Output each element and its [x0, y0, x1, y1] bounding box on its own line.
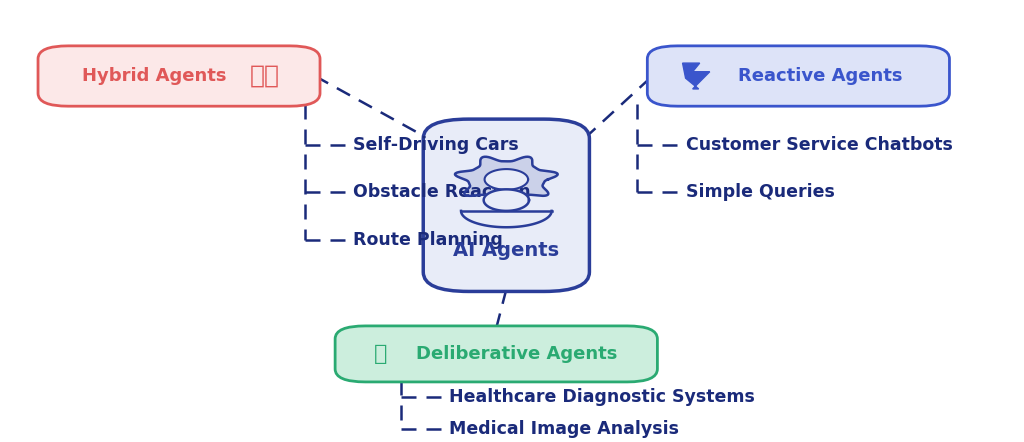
Text: Deliberative Agents: Deliberative Agents — [416, 345, 617, 363]
Polygon shape — [483, 189, 529, 211]
FancyBboxPatch shape — [647, 46, 949, 106]
Text: 👥💬: 👥💬 — [250, 64, 280, 88]
Text: 🔍: 🔍 — [374, 344, 387, 364]
Polygon shape — [484, 169, 528, 190]
Text: Route Planning: Route Planning — [353, 231, 503, 249]
Polygon shape — [683, 63, 710, 89]
Text: Hybrid Agents: Hybrid Agents — [82, 67, 226, 85]
Text: Medical Image Analysis: Medical Image Analysis — [449, 420, 679, 438]
FancyBboxPatch shape — [38, 46, 321, 106]
FancyBboxPatch shape — [335, 326, 657, 382]
Polygon shape — [455, 157, 558, 204]
Text: Reactive Agents: Reactive Agents — [738, 67, 903, 85]
Text: Customer Service Chatbots: Customer Service Chatbots — [686, 136, 952, 154]
Text: AI Agents: AI Agents — [454, 241, 559, 260]
Text: Self-Driving Cars: Self-Driving Cars — [353, 136, 519, 154]
Text: Simple Queries: Simple Queries — [686, 183, 835, 202]
FancyBboxPatch shape — [423, 119, 590, 291]
Text: Obstacle Reaction: Obstacle Reaction — [353, 183, 530, 202]
Text: Healthcare Diagnostic Systems: Healthcare Diagnostic Systems — [449, 388, 755, 406]
